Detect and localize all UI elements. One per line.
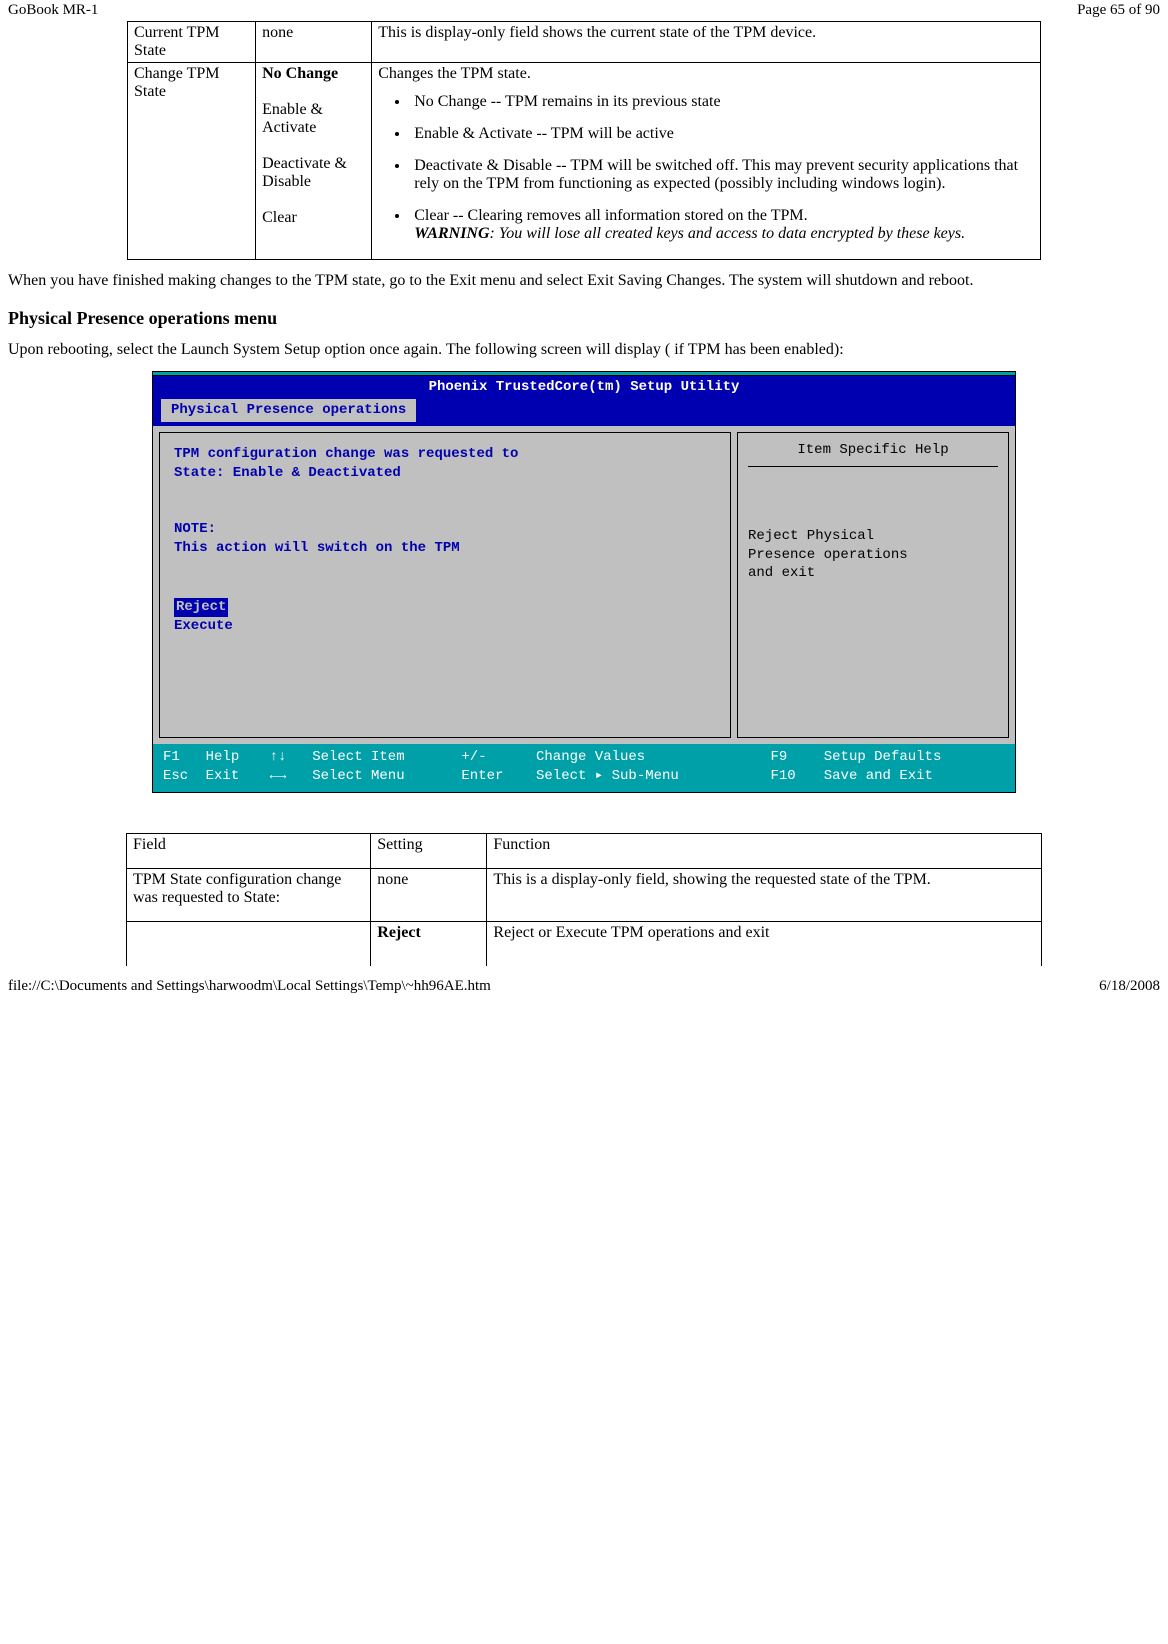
bios-footer-key: Save and Exit bbox=[824, 767, 1005, 786]
bios-option-execute[interactable]: Execute bbox=[174, 617, 716, 636]
bios-right-panel: Item Specific Help Reject PhysicalPresen… bbox=[737, 432, 1009, 738]
bios-help-title: Item Specific Help bbox=[748, 441, 998, 467]
t2-header-cell: Function bbox=[487, 833, 1042, 868]
bios-footer-key: Select ▸ Sub-Menu bbox=[536, 767, 770, 786]
bios-title: Phoenix TrustedCore(tm) Setup Utility bbox=[153, 376, 1015, 399]
t2-r0-function: This is a display-only field, showing th… bbox=[487, 868, 1042, 921]
bios-footer-key: F10 bbox=[770, 767, 823, 786]
bios-option-reject[interactable]: Reject bbox=[174, 598, 228, 617]
tpm-table-1: Current TPM StatenoneThis is display-onl… bbox=[127, 21, 1041, 260]
bios-footer-key: +/- bbox=[461, 748, 536, 767]
t1-bullet: Clear -- Clearing removes all informatio… bbox=[410, 207, 1034, 243]
bios-footer-key: Esc bbox=[163, 767, 206, 786]
bios-footer-key: F9 bbox=[770, 748, 823, 767]
bios-footer-key: Change Values bbox=[536, 748, 770, 767]
t1-r0-function: This is display-only field shows the cur… bbox=[372, 22, 1041, 63]
footer-left: file://C:\Documents and Settings\harwood… bbox=[8, 978, 491, 995]
t2-r1-setting: Reject bbox=[371, 921, 487, 966]
bios-footer: F1Help↑↓Select Item+/-Change ValuesF9Set… bbox=[153, 744, 1015, 792]
bios-footer-key: F1 bbox=[163, 748, 206, 767]
paragraph-reboot: Upon rebooting, select the Launch System… bbox=[8, 341, 1160, 359]
tpm-table-2-wrap: FieldSettingFunction TPM State configurat… bbox=[98, 833, 1070, 966]
paragraph-exit-saving: When you have finished making changes to… bbox=[8, 272, 1160, 290]
t1-r1-function: Changes the TPM state.No Change -- TPM r… bbox=[372, 63, 1041, 260]
tpm-table-2: FieldSettingFunction TPM State configurat… bbox=[126, 833, 1042, 966]
t1-r1-setting: No Change Enable & Activate Deactivate &… bbox=[256, 63, 372, 260]
header-right: Page 65 of 90 bbox=[1077, 2, 1160, 19]
t1-bullet: Deactivate & Disable -- TPM will be swit… bbox=[410, 157, 1034, 193]
bios-tab-row: Physical Presence operations bbox=[153, 399, 1015, 426]
header-left: GoBook MR-1 bbox=[8, 2, 98, 19]
bios-tab-physical-presence: Physical Presence operations bbox=[161, 399, 416, 422]
t2-r1-function: Reject or Execute TPM operations and exi… bbox=[487, 921, 1042, 966]
bios-footer-key: Setup Defaults bbox=[824, 748, 1005, 767]
bios-left-panel: TPM configuration change was requested t… bbox=[159, 432, 731, 738]
bios-help-body: Reject PhysicalPresence operationsand ex… bbox=[748, 527, 998, 584]
bios-footer-key: Select Menu bbox=[312, 767, 461, 786]
bios-footer-key: ←→ bbox=[270, 767, 313, 786]
t1-bullet: No Change -- TPM remains in its previous… bbox=[410, 93, 1034, 111]
t2-header-cell: Setting bbox=[371, 833, 487, 868]
tpm-table-1-wrap: Current TPM StatenoneThis is display-onl… bbox=[98, 21, 1070, 260]
t1-r0-setting: none bbox=[256, 22, 372, 63]
t2-r0-setting: none bbox=[371, 868, 487, 921]
bios-footer-key: ↑↓ bbox=[270, 748, 313, 767]
bios-footer-key: Select Item bbox=[312, 748, 461, 767]
t2-r0-field: TPM State configuration change was reque… bbox=[127, 868, 371, 921]
t2-r1-field bbox=[127, 921, 371, 966]
footer-right: 6/18/2008 bbox=[1099, 978, 1160, 995]
section-heading-physical-presence: Physical Presence operations menu bbox=[8, 308, 1160, 329]
t1-r1-field: Change TPM State bbox=[128, 63, 256, 260]
bios-footer-key: Enter bbox=[461, 767, 536, 786]
bios-footer-key: Exit bbox=[206, 767, 270, 786]
t1-bullet: Enable & Activate -- TPM will be active bbox=[410, 125, 1034, 143]
bios-screenshot: Phoenix TrustedCore(tm) Setup Utility Ph… bbox=[152, 371, 1016, 793]
t1-r0-field: Current TPM State bbox=[128, 22, 256, 63]
t2-header-cell: Field bbox=[127, 833, 371, 868]
bios-footer-key: Help bbox=[206, 748, 270, 767]
